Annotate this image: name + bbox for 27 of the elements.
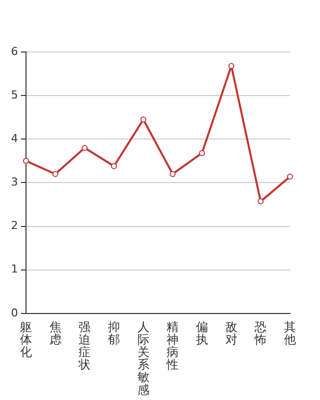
y-tick-label: 2 — [11, 219, 18, 232]
x-tick-label: 强迫症状 — [78, 320, 91, 372]
point — [287, 174, 293, 180]
point — [170, 170, 176, 177]
x-tick-label: 恐怖 — [254, 320, 267, 346]
point — [52, 170, 58, 177]
point — [258, 198, 264, 204]
y-tick-label: 1 — [11, 262, 18, 276]
x-tick-label: 精神病性 — [166, 320, 179, 372]
point — [111, 163, 117, 170]
x-tick-label: 敌对 — [225, 320, 238, 346]
y-tick-label: 5 — [11, 88, 18, 102]
x-tick-label: 躯体化 — [20, 320, 32, 360]
x-tick-label: 其他 — [284, 320, 296, 346]
point — [82, 144, 88, 151]
x-tick-label: 焦虑 — [49, 320, 62, 346]
x-tick-label: 人际关系敏感 — [137, 320, 150, 397]
y-tick-label: 6 — [11, 44, 18, 58]
y-tick-label: 0 — [11, 306, 18, 320]
point — [140, 116, 146, 123]
x-tick-label: 偏执 — [196, 320, 208, 346]
x-tick-label: 抑郁 — [108, 320, 120, 346]
y-tick-label: 3 — [11, 176, 18, 189]
point — [228, 62, 234, 69]
point — [23, 158, 29, 164]
y-tick-label: 4 — [11, 132, 18, 145]
point — [199, 150, 205, 156]
